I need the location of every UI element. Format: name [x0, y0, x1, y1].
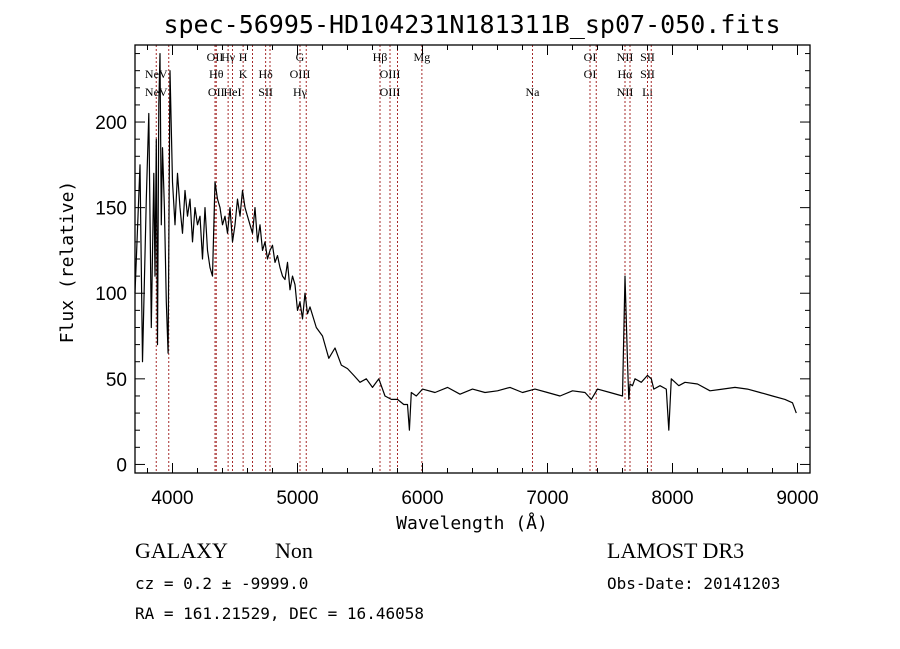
object-subclass: Non [275, 538, 313, 563]
x-axis-label: Wavelength (Å) [396, 512, 548, 534]
x-tick-label-4000: 4000 [151, 488, 193, 509]
line-marker-label-21-top: SII [640, 50, 655, 64]
line-marker-label-21-middle: SII [640, 67, 655, 81]
line-marker-label-15-top: Mg [414, 50, 431, 64]
line-marker-label-16-bottom: Na [526, 85, 541, 99]
y-tick-label-200: 200 [95, 113, 127, 134]
line-marker-label-13-bottom: OIII [380, 85, 401, 99]
line-marker-label-4-top: Hγ [221, 50, 236, 64]
observation-date: Obs-Date: 20141203 [607, 574, 780, 593]
line-marker-label-19-bottom: NII [617, 85, 634, 99]
x-tick-label-9000: 9000 [776, 488, 818, 509]
line-marker-label-19-top: NII [617, 50, 634, 64]
line-marker-label-10-bottom: Hγ [293, 85, 308, 99]
line-marker-label-3-bottom: OII [208, 85, 225, 99]
x-tick-label-5000: 5000 [276, 488, 318, 509]
y-tick-label-100: 100 [95, 284, 127, 305]
line-marker-label-10-middle: OIII [290, 67, 311, 81]
y-tick-label-0: 0 [116, 455, 127, 476]
line-marker-label-10-top: G [296, 50, 305, 64]
line-marker-label-2-top: OII [207, 50, 224, 64]
line-marker-label-6-middle: K [239, 67, 248, 81]
line-marker-label-3-middle: Hθ [209, 67, 224, 81]
x-tick-label-8000: 8000 [651, 488, 693, 509]
line-marker-label-17-middle: OI [584, 67, 597, 81]
coordinates: RA = 161.21529, DEC = 16.46058 [135, 604, 424, 623]
line-marker-label-0-bottom: NeV [145, 85, 168, 99]
spectrum-line [134, 52, 797, 431]
plot-frame [134, 44, 811, 474]
redshift-value: cz = 0.2 ± -9999.0 [135, 574, 308, 593]
y-axis-label: Flux (relative) [57, 181, 78, 344]
line-marker-label-17-top: OI [584, 50, 597, 64]
line-marker-label-5-bottom: HeI [224, 85, 242, 99]
x-tick-label-7000: 7000 [526, 488, 568, 509]
chart-title: spec-56995-HD104231N181311B_sp07-050.fit… [163, 10, 780, 39]
line-marker-label-19-middle: Hα [618, 67, 634, 81]
y-tick-label-50: 50 [106, 370, 127, 391]
line-marker-label-12-top: Hβ [373, 50, 388, 64]
object-class: GALAXY [135, 538, 228, 563]
spectrum-series [134, 52, 797, 431]
line-marker-label-13-middle: OIII [380, 67, 401, 81]
line-marker-label-8-bottom: SII [258, 85, 273, 99]
x-tick-label-6000: 6000 [401, 488, 443, 509]
line-marker-label-21-bottom: Li [642, 85, 653, 99]
line-marker-label-8-middle: Hδ [258, 67, 273, 81]
survey-name: LAMOST DR3 [607, 538, 744, 563]
plot-axes [134, 44, 811, 474]
line-marker-label-6-top: H [239, 50, 248, 64]
line-marker-label-0-middle: NeV [145, 67, 168, 81]
axis-ticks: 4000 5000 6000 7000 8000 9000 0 50 100 150 200 [95, 45, 819, 509]
y-tick-label-150: 150 [95, 199, 127, 220]
